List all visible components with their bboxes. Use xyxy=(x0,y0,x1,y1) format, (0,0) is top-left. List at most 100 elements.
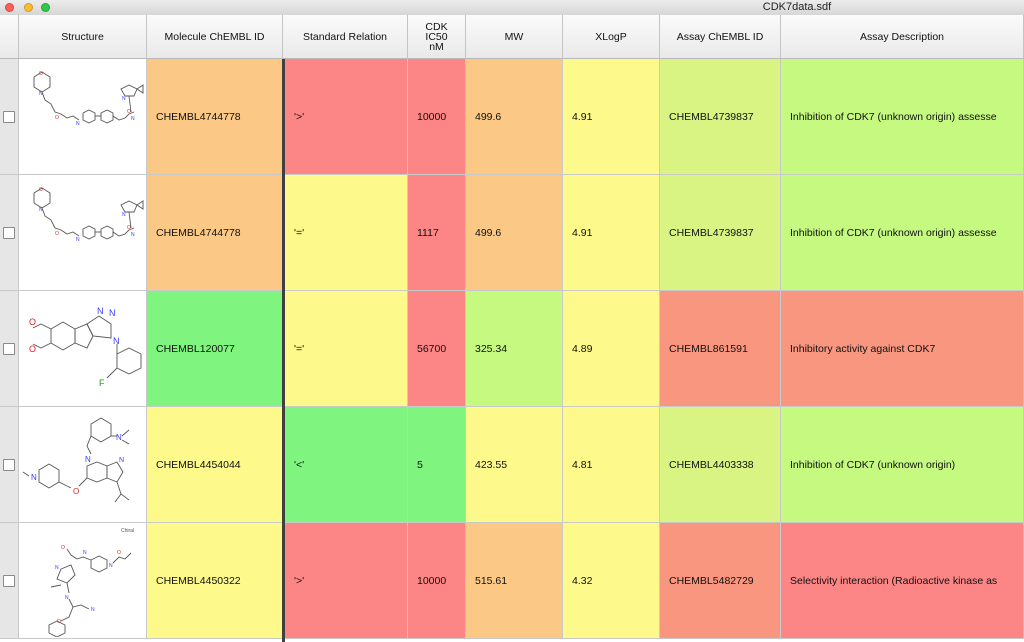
molecule-id-cell[interactable]: CHEMBL4454044 xyxy=(147,407,283,523)
xlogp-cell[interactable]: 4.89 xyxy=(563,291,660,407)
mw-cell-text: 499.6 xyxy=(475,226,502,239)
atom-label: N xyxy=(76,237,80,243)
header-molecule-id[interactable]: Molecule ChEMBL ID xyxy=(147,15,283,59)
table-row[interactable]: O N O N O N N CHEMBL4744778 '=' 1117 499.6 4… xyxy=(0,175,1024,291)
header-ic50[interactable]: CDK IC50 nM xyxy=(408,15,466,59)
ic50-cell-text: 1117 xyxy=(417,226,439,239)
minimize-window-button[interactable] xyxy=(24,3,33,12)
molecule-id-cell-text: CHEMBL4454044 xyxy=(156,458,241,471)
molecule-id-cell[interactable]: CHEMBL4744778 xyxy=(147,59,283,175)
molecule-id-cell[interactable]: CHEMBL4744778 xyxy=(147,175,283,291)
xlogp-cell[interactable]: 4.81 xyxy=(563,407,660,523)
ic50-cell[interactable]: 10000 xyxy=(408,59,466,175)
row-checkbox[interactable] xyxy=(3,226,15,239)
relation-cell[interactable]: '<' xyxy=(285,407,408,523)
structure-drawing: Chiral N O N O N N N O xyxy=(48,528,134,637)
mw-cell[interactable]: 515.61 xyxy=(466,523,563,639)
xlogp-cell[interactable]: 4.91 xyxy=(563,175,660,291)
relation-cell[interactable]: '=' xyxy=(285,175,408,291)
xlogp-cell[interactable]: 4.32 xyxy=(563,523,660,639)
assay-description-cell[interactable]: Inhibitory activity against CDK7 xyxy=(781,291,1024,407)
mw-cell[interactable]: 499.6 xyxy=(466,175,563,291)
atom-label: N xyxy=(39,91,43,97)
atom-label: O xyxy=(117,550,121,556)
atom-label: O xyxy=(55,115,59,121)
atom-label: N xyxy=(131,116,135,122)
header-mw[interactable]: MW xyxy=(466,15,563,59)
header-ic50-line3: nM xyxy=(429,40,444,53)
ic50-cell[interactable]: 10000 xyxy=(408,523,466,639)
relation-cell-text: '=' xyxy=(294,342,305,355)
assay-description-cell-text: Inhibition of CDK7 (unknown origin) asse… xyxy=(790,110,997,123)
mw-cell[interactable]: 325.34 xyxy=(466,291,563,407)
molecule-id-cell[interactable]: CHEMBL120077 xyxy=(147,291,283,407)
header-structure[interactable]: Structure xyxy=(19,15,147,59)
molecule-structure-2-icon[interactable]: O N O N O N N xyxy=(19,175,147,291)
molecule-structure-1-icon[interactable]: O N O N O N N xyxy=(19,59,147,175)
assay-description-cell[interactable]: Inhibition of CDK7 (unknown origin) asse… xyxy=(781,175,1024,291)
relation-cell[interactable]: '>' xyxy=(285,59,408,175)
ic50-cell[interactable]: 5 xyxy=(408,407,466,523)
atom-label: N xyxy=(113,336,120,346)
table-row[interactable]: N N N O N CHEMBL4454044 '<' 5 423.55 4.81 CHE… xyxy=(0,407,1024,523)
header-assay-id[interactable]: Assay ChEMBL ID xyxy=(660,15,781,59)
molecule-structure-4-icon[interactable]: N N N O N xyxy=(19,407,147,523)
row-checkbox[interactable] xyxy=(3,458,15,471)
molecule-id-cell-text: CHEMBL4744778 xyxy=(156,226,241,239)
row-select-cell xyxy=(0,59,19,175)
assay-id-cell[interactable]: CHEMBL861591 xyxy=(660,291,781,407)
close-window-button[interactable] xyxy=(5,3,14,12)
atom-label: N xyxy=(91,607,95,613)
header-standard-relation[interactable]: Standard Relation xyxy=(283,15,408,59)
assay-id-cell[interactable]: CHEMBL4403338 xyxy=(660,407,781,523)
table-row[interactable]: Chiral N O N O N N N O CHEMBL4450322 '>' 1… xyxy=(0,523,1024,639)
atom-label: N xyxy=(109,563,113,569)
assay-id-cell[interactable]: CHEMBL5482729 xyxy=(660,523,781,639)
row-select-cell xyxy=(0,291,19,407)
header-assay-description[interactable]: Assay Description xyxy=(781,15,1024,59)
window-titlebar: CDK7data.sdf xyxy=(0,0,1024,16)
ic50-cell-text: 10000 xyxy=(417,110,447,123)
xlogp-cell[interactable]: 4.91 xyxy=(563,59,660,175)
atom-label: O xyxy=(127,109,131,115)
table-row[interactable]: O N O N O N N CHEMBL4744778 '>' 10000 499.6… xyxy=(0,59,1024,175)
atom-label: N xyxy=(39,207,43,213)
assay-id-cell[interactable]: CHEMBL4739837 xyxy=(660,59,781,175)
row-checkbox[interactable] xyxy=(3,574,15,587)
atom-label: O xyxy=(39,187,43,193)
row-checkbox[interactable] xyxy=(3,342,15,355)
header-xlogp[interactable]: XLogP xyxy=(563,15,660,59)
relation-cell[interactable]: '=' xyxy=(285,291,408,407)
column-separator[interactable] xyxy=(282,59,285,642)
assay-description-cell[interactable]: Inhibition of CDK7 (unknown origin) asse… xyxy=(781,59,1024,175)
mw-cell-text: 423.55 xyxy=(475,458,508,471)
mw-cell[interactable]: 423.55 xyxy=(466,407,563,523)
relation-cell-text: '=' xyxy=(294,226,305,239)
mw-cell-text: 325.34 xyxy=(475,342,508,355)
molecule-id-cell-text: CHEMBL4450322 xyxy=(156,574,241,587)
assay-id-cell-text: CHEMBL4739837 xyxy=(669,110,754,123)
assay-id-cell[interactable]: CHEMBL4739837 xyxy=(660,175,781,291)
window-title: CDK7data.sdf xyxy=(762,1,832,13)
row-checkbox[interactable] xyxy=(3,110,15,123)
assay-description-cell[interactable]: Selectivity interaction (Radioactive kin… xyxy=(781,523,1024,639)
molecule-structure-3-icon[interactable]: N N N O O F xyxy=(19,291,147,407)
atom-label: N xyxy=(31,473,37,482)
atom-label: N xyxy=(119,457,124,464)
molecule-id-cell[interactable]: CHEMBL4450322 xyxy=(147,523,283,639)
table-row[interactable]: N N N O O F CHEMBL120077 '=' 56700 325.34 4.… xyxy=(0,291,1024,407)
relation-cell[interactable]: '>' xyxy=(285,523,408,639)
header-corner[interactable] xyxy=(0,15,19,59)
ic50-cell[interactable]: 1117 xyxy=(408,175,466,291)
ic50-cell-text: 56700 xyxy=(417,342,447,355)
atom-label: N xyxy=(97,306,104,316)
xlogp-cell-text: 4.91 xyxy=(572,110,593,123)
assay-description-cell[interactable]: Inhibition of CDK7 (unknown origin) xyxy=(781,407,1024,523)
maximize-window-button[interactable] xyxy=(41,3,50,12)
molecule-structure-5-icon[interactable]: Chiral N O N O N N N O xyxy=(19,523,147,639)
molecule-id-cell-text: CHEMBL120077 xyxy=(156,342,235,355)
row-select-cell xyxy=(0,523,19,639)
ic50-cell[interactable]: 56700 xyxy=(408,291,466,407)
mw-cell[interactable]: 499.6 xyxy=(466,59,563,175)
atom-label: N xyxy=(122,96,126,102)
